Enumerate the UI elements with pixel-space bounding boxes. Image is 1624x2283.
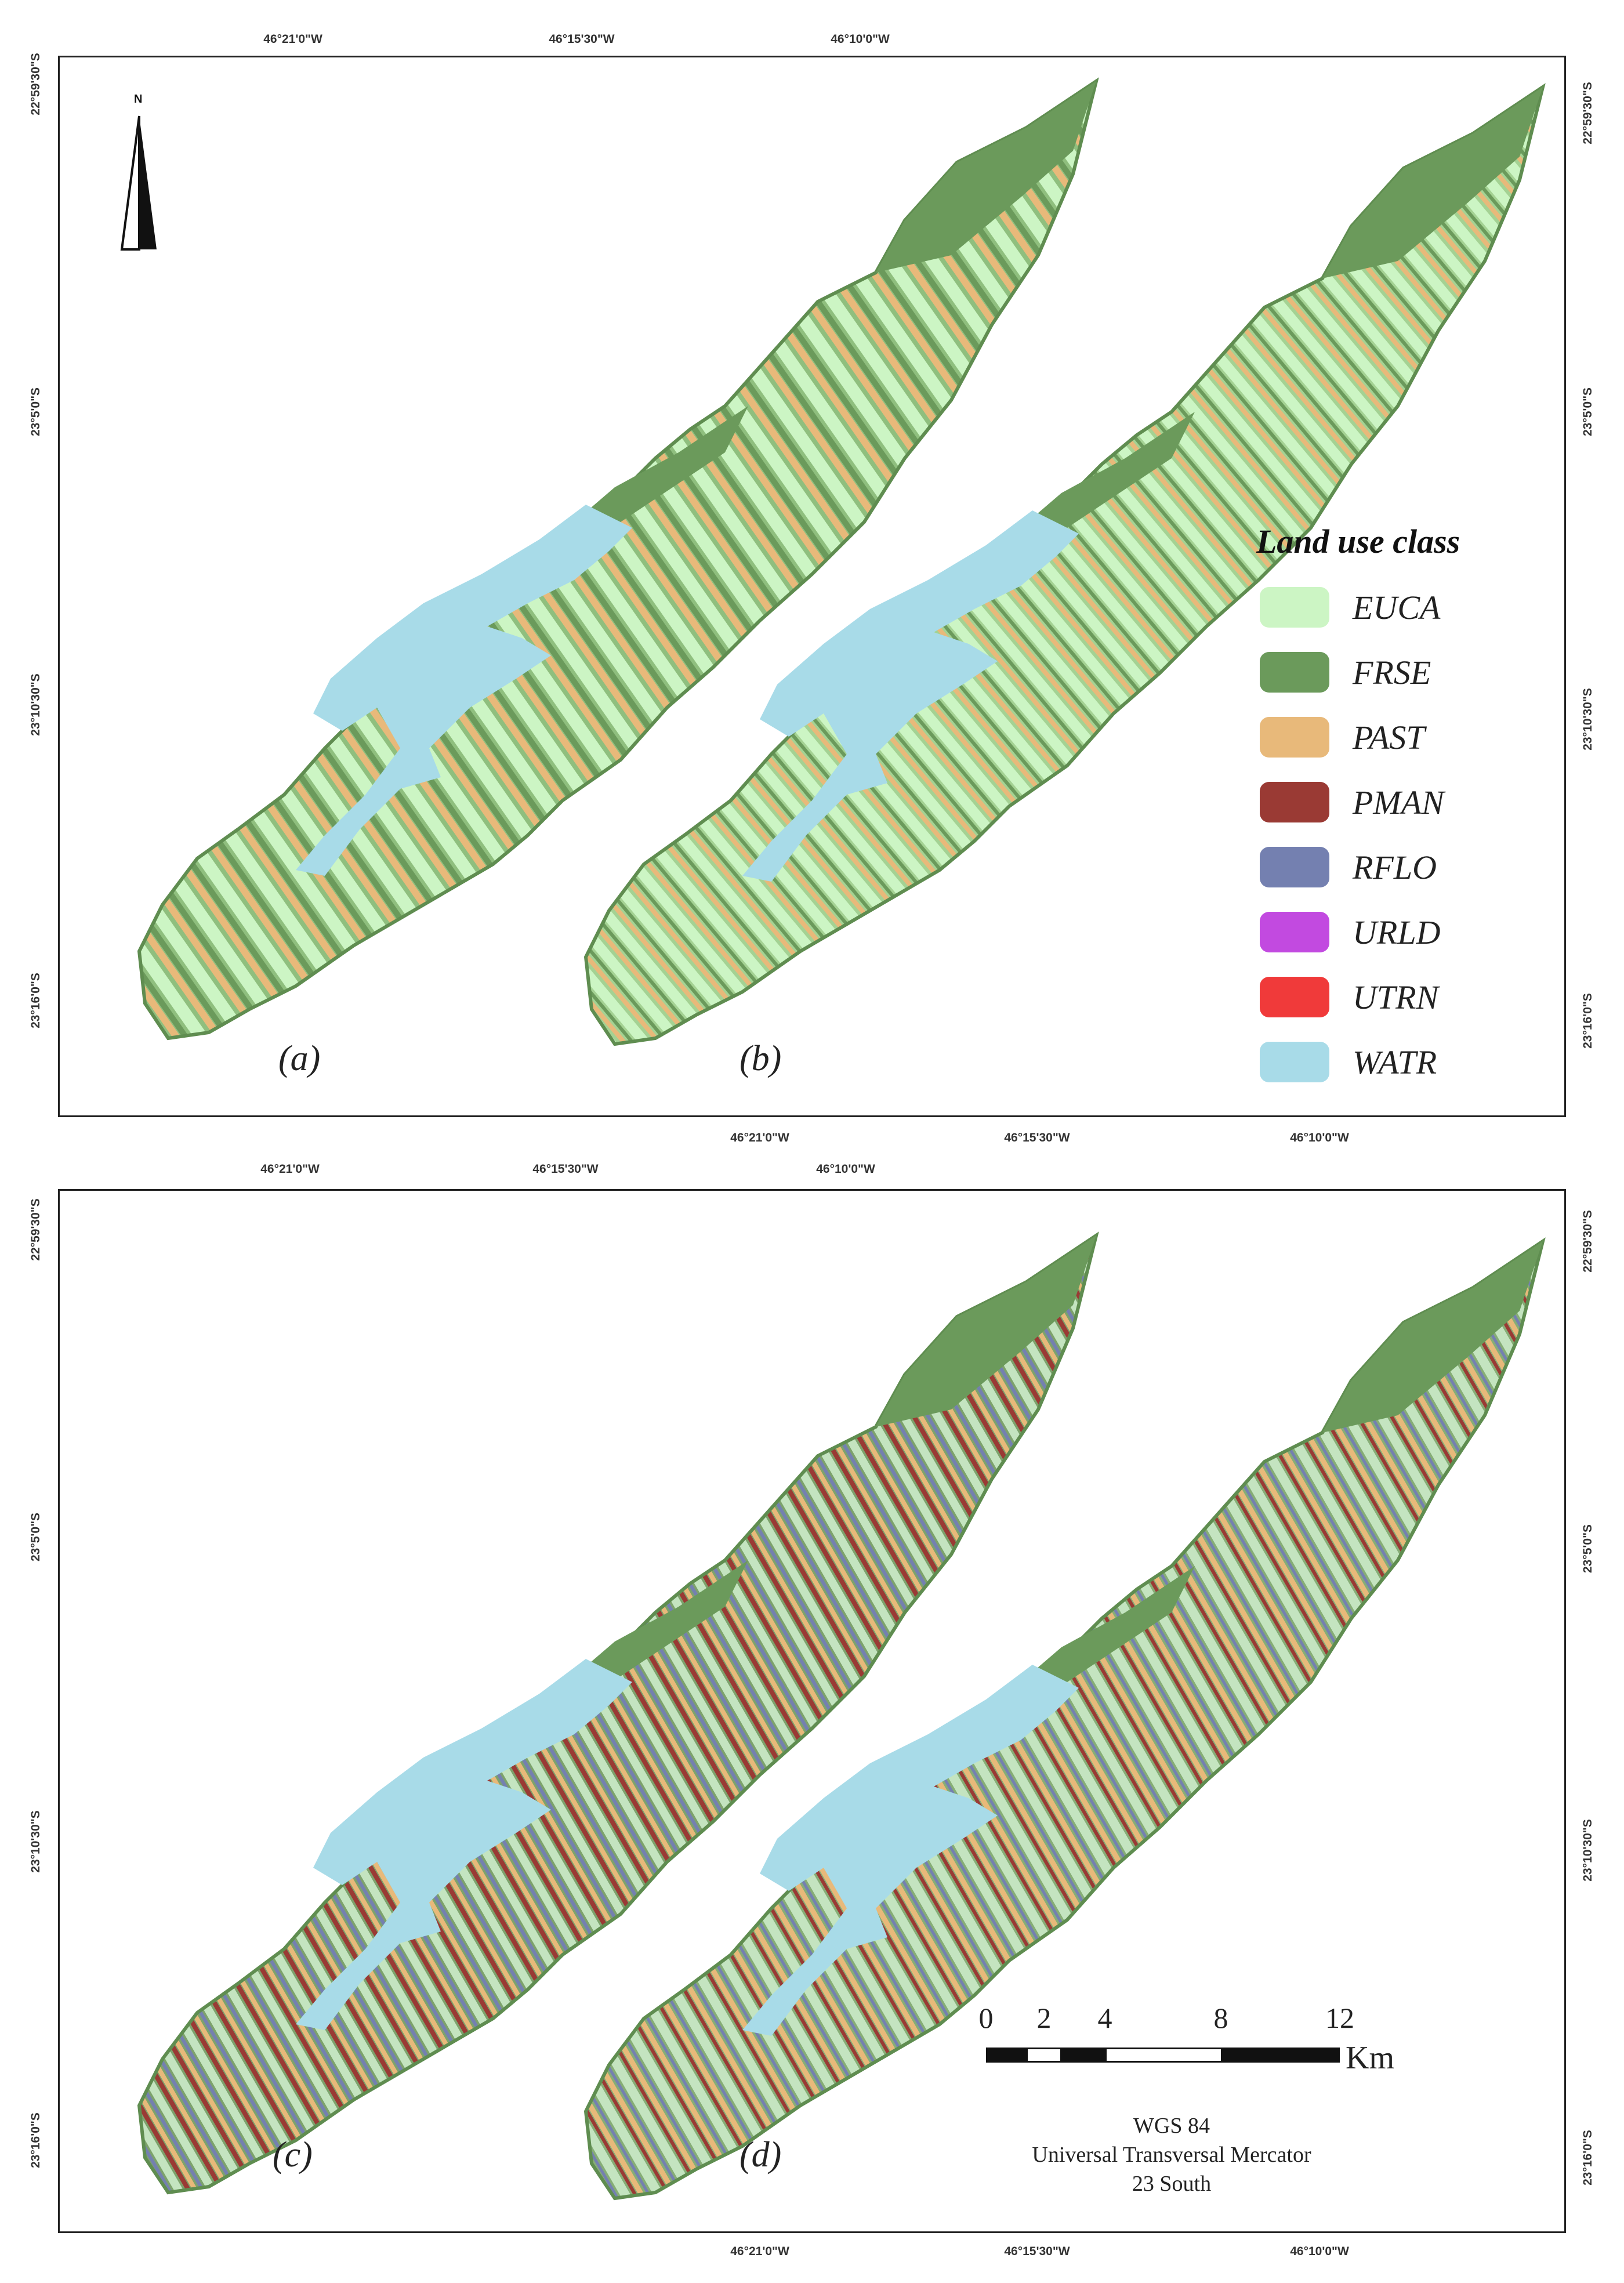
panel-label-c: (c) xyxy=(273,2135,313,2175)
projection-info: WGS 84 Universal Transversal Mercator 23… xyxy=(986,2111,1357,2198)
right-coord-label: 23°5'0"S xyxy=(1581,387,1594,437)
legend-swatch xyxy=(1260,782,1329,822)
legend-item: WATR xyxy=(1247,1030,1525,1095)
left-coord-label: 23°10'30"S xyxy=(29,673,42,736)
scale-segment xyxy=(1105,2048,1223,2063)
legend-label: PAST xyxy=(1353,718,1425,756)
top-coord-label: 46°15'30"W xyxy=(532,1162,599,1176)
panel-label-a: (a) xyxy=(278,1039,321,1078)
scale-tick-label: 2 xyxy=(1036,2002,1052,2034)
scale-segment xyxy=(1221,2048,1340,2063)
panel-label-b: (b) xyxy=(740,1039,782,1078)
right-coord-label: 23°5'0"S xyxy=(1581,1524,1594,1574)
panel-label-d: (d) xyxy=(740,2135,782,2175)
left-coord-label: 22°59'30"S xyxy=(29,1198,42,1261)
scale-bar: 0 2 4 8 12 Km xyxy=(978,2001,1395,2082)
top-map-frame xyxy=(58,56,1566,1117)
left-coord-label: 22°59'30"S xyxy=(29,53,42,115)
scale-segment xyxy=(986,2048,1028,2063)
scale-tick-label: 8 xyxy=(1213,2002,1228,2034)
legend-label: URLD xyxy=(1353,913,1441,951)
legend-swatch xyxy=(1260,587,1329,628)
legend-swatch xyxy=(1260,652,1329,693)
scale-tick-label: 12 xyxy=(1325,2002,1354,2034)
left-coord-label: 23°5'0"S xyxy=(29,387,42,437)
left-coord-label: 23°5'0"S xyxy=(29,1512,42,1562)
legend-item: RFLO xyxy=(1247,835,1525,900)
left-coord-label: 23°16'0"S xyxy=(29,2112,42,2168)
legend-label: UTRN xyxy=(1353,978,1439,1016)
scale-tick-label: 4 xyxy=(1097,2002,1112,2034)
legend-item: URLD xyxy=(1247,900,1525,965)
right-coord-label: 23°16'0"S xyxy=(1581,2130,1594,2186)
top-coord-label: 46°21'0"W xyxy=(263,32,322,46)
bottom-map-frame xyxy=(58,1189,1566,2233)
bottom-coord-label: 46°15'30"W xyxy=(1004,2245,1070,2258)
legend-title: Land use class xyxy=(1256,523,1460,560)
legend-swatch xyxy=(1260,912,1329,952)
top-coord-label: 46°10'0"W xyxy=(816,1162,875,1176)
projection-zone: 23 South xyxy=(1132,2172,1212,2196)
right-coord-label: 23°10'30"S xyxy=(1581,1819,1594,1882)
legend-item: FRSE xyxy=(1247,640,1525,705)
top-coord-label: 46°15'30"W xyxy=(549,32,615,46)
legend-item: EUCA xyxy=(1247,575,1525,640)
left-coord-label: 23°10'30"S xyxy=(29,1810,42,1873)
legend-swatch xyxy=(1260,1042,1329,1082)
top-coord-label: 46°10'0"W xyxy=(831,32,890,46)
legend-swatch xyxy=(1260,847,1329,887)
right-coord-label: 22°59'30"S xyxy=(1581,82,1594,144)
legend-item: PAST xyxy=(1247,705,1525,770)
legend-item: UTRN xyxy=(1247,965,1525,1030)
bottom-coord-label: 46°21'0"W xyxy=(730,2245,789,2258)
legend-label: EUCA xyxy=(1353,588,1441,626)
projection-datum: WGS 84 xyxy=(1133,2114,1210,2138)
right-coord-label: 22°59'30"S xyxy=(1581,1210,1594,1273)
bottom-coord-label: 46°10'0"W xyxy=(1290,1131,1349,1144)
north-label: N xyxy=(134,93,143,106)
right-coord-label: 23°10'30"S xyxy=(1581,688,1594,751)
bottom-coord-label: 46°15'30"W xyxy=(1004,1131,1070,1144)
land-use-legend: Land use class EUCA FRSE PAST PMAN RFLO … xyxy=(1247,522,1525,1095)
legend-label: RFLO xyxy=(1353,848,1437,886)
bottom-coord-label: 46°21'0"W xyxy=(730,1131,789,1144)
legend-label: WATR xyxy=(1353,1043,1437,1081)
legend-label: FRSE xyxy=(1353,653,1431,691)
top-coord-label: 46°21'0"W xyxy=(260,1162,320,1176)
scale-unit: Km xyxy=(1346,2040,1394,2076)
left-coord-label: 23°16'0"S xyxy=(29,973,42,1028)
north-arrow-icon: N xyxy=(110,93,168,267)
legend-label: PMAN xyxy=(1353,783,1444,821)
scale-tick-label: 0 xyxy=(978,2002,994,2034)
bottom-coord-label: 46°10'0"W xyxy=(1290,2245,1349,2258)
legend-item: PMAN xyxy=(1247,770,1525,835)
legend-swatch xyxy=(1260,977,1329,1017)
scale-segment xyxy=(1026,2048,1062,2063)
projection-system: Universal Transversal Mercator xyxy=(1032,2143,1311,2167)
right-coord-label: 23°16'0"S xyxy=(1581,993,1594,1049)
legend-swatch xyxy=(1260,717,1329,758)
scale-segment xyxy=(1060,2048,1107,2063)
